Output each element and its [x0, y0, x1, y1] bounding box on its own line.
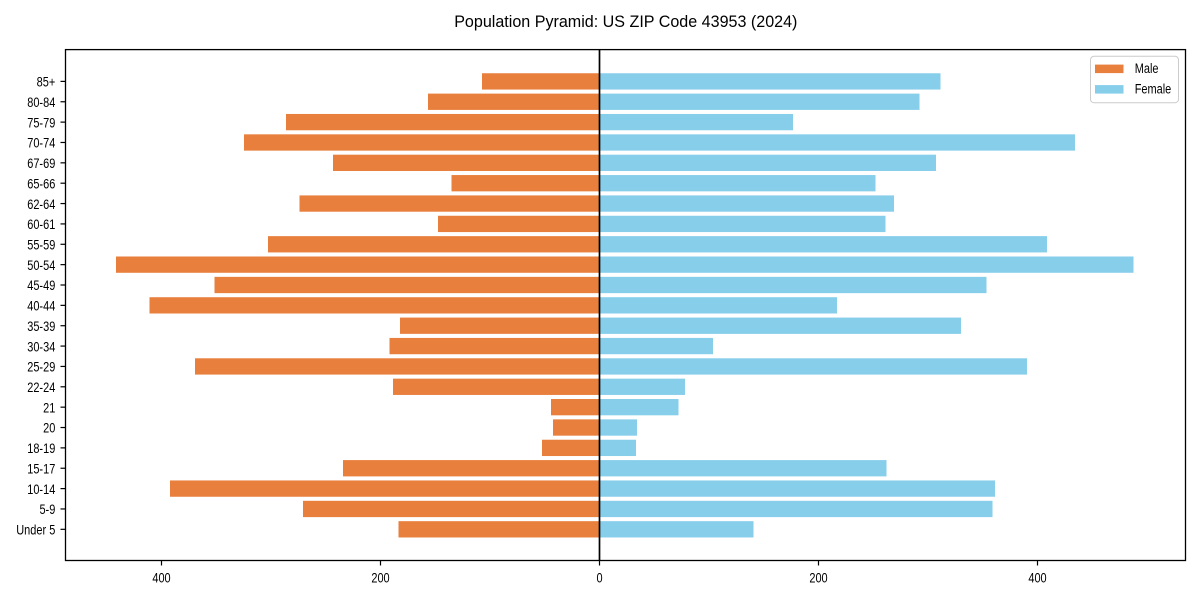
svg-text:80-84: 80-84: [27, 95, 55, 111]
svg-text:62-64: 62-64: [27, 197, 55, 213]
svg-text:85+: 85+: [37, 74, 56, 90]
svg-text:Under 5: Under 5: [16, 522, 55, 538]
svg-text:35-39: 35-39: [27, 319, 55, 335]
svg-text:55-59: 55-59: [27, 237, 55, 253]
svg-text:40-44: 40-44: [27, 298, 55, 314]
svg-text:20: 20: [43, 421, 55, 437]
svg-text:22-24: 22-24: [27, 380, 55, 396]
svg-text:400: 400: [152, 570, 170, 586]
svg-text:70-74: 70-74: [27, 135, 55, 151]
svg-text:21: 21: [43, 400, 55, 416]
svg-text:10-14: 10-14: [27, 482, 55, 498]
svg-text:75-79: 75-79: [27, 115, 55, 131]
svg-text:5-9: 5-9: [39, 502, 55, 518]
svg-text:Population Pyramid: US ZIP Cod: Population Pyramid: US ZIP Code 43953 (2…: [454, 13, 797, 31]
svg-text:65-66: 65-66: [27, 176, 55, 192]
svg-text:50-54: 50-54: [27, 258, 55, 274]
svg-text:25-29: 25-29: [27, 359, 55, 375]
svg-text:Male: Male: [1135, 61, 1159, 77]
svg-text:67-69: 67-69: [27, 156, 55, 172]
svg-text:0: 0: [596, 570, 602, 586]
svg-text:200: 200: [371, 570, 389, 586]
svg-text:15-17: 15-17: [27, 461, 55, 477]
svg-text:30-34: 30-34: [27, 339, 55, 355]
svg-text:400: 400: [1028, 570, 1046, 586]
svg-text:Female: Female: [1135, 81, 1172, 97]
svg-text:18-19: 18-19: [27, 441, 55, 457]
svg-text:200: 200: [809, 570, 827, 586]
svg-text:45-49: 45-49: [27, 278, 55, 294]
svg-text:60-61: 60-61: [27, 217, 55, 233]
